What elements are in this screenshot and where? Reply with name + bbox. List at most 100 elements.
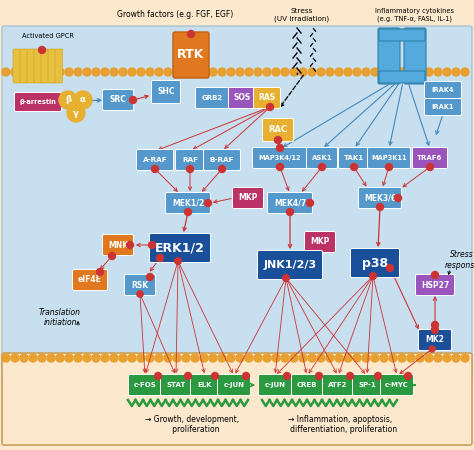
Circle shape [173,354,181,362]
FancyBboxPatch shape [125,274,155,296]
Circle shape [425,68,433,76]
Text: TAK1: TAK1 [344,155,364,161]
Circle shape [204,199,211,207]
Circle shape [370,273,376,279]
FancyBboxPatch shape [307,148,337,168]
Circle shape [371,68,379,76]
Circle shape [137,291,143,297]
Circle shape [254,68,262,76]
Text: Inflammatory cytokines
(e.g. TNF-α, FASL, IL-1): Inflammatory cytokines (e.g. TNF-α, FASL… [375,8,455,22]
Circle shape [335,68,343,76]
Circle shape [152,166,158,172]
Circle shape [290,354,298,362]
Circle shape [243,373,249,379]
Text: c-MYC: c-MYC [385,382,409,388]
Text: c-JUN: c-JUN [224,382,245,388]
Circle shape [434,68,442,76]
Circle shape [200,354,208,362]
Circle shape [92,68,100,76]
Circle shape [127,242,134,248]
Circle shape [353,68,361,76]
Circle shape [276,144,283,152]
Circle shape [227,68,235,76]
Text: → Inflammation, apoptosis,
   differentiation, proliferation: → Inflammation, apoptosis, differentiati… [283,415,397,434]
Circle shape [155,68,163,76]
Circle shape [431,271,438,279]
FancyBboxPatch shape [2,353,472,445]
Circle shape [362,68,370,76]
FancyBboxPatch shape [218,374,250,396]
Circle shape [326,354,334,362]
FancyBboxPatch shape [175,149,204,171]
FancyBboxPatch shape [254,87,281,108]
Circle shape [286,208,293,216]
Circle shape [404,373,411,379]
Circle shape [164,68,172,76]
Circle shape [191,354,199,362]
Circle shape [389,68,397,76]
FancyBboxPatch shape [48,49,55,83]
FancyBboxPatch shape [173,32,209,78]
Text: SOS: SOS [233,94,251,103]
Text: CREB: CREB [297,382,317,388]
Circle shape [245,68,253,76]
Circle shape [184,208,191,216]
Circle shape [407,68,415,76]
FancyBboxPatch shape [15,93,62,112]
Text: STAT: STAT [166,382,186,388]
FancyBboxPatch shape [353,374,382,396]
Text: → Growth, development,
   proliferation: → Growth, development, proliferation [145,415,239,434]
Circle shape [266,104,273,111]
Text: Growth factors (e.g. FGF, EGF): Growth factors (e.g. FGF, EGF) [117,10,233,19]
Circle shape [308,68,316,76]
Text: A-RAF: A-RAF [143,157,167,163]
FancyBboxPatch shape [350,248,400,278]
Circle shape [38,354,46,362]
FancyBboxPatch shape [203,149,240,171]
Text: RAC: RAC [268,126,288,135]
Text: MEK3/6: MEK3/6 [364,194,396,202]
Circle shape [276,163,283,171]
Text: eIF4E: eIF4E [78,275,102,284]
Text: JNK1/2/3: JNK1/2/3 [264,260,317,270]
Circle shape [376,203,383,211]
Circle shape [370,273,376,279]
Text: GRB2: GRB2 [201,95,223,101]
Circle shape [38,68,46,76]
FancyBboxPatch shape [379,71,425,83]
Text: B-RAF: B-RAF [210,157,234,163]
FancyBboxPatch shape [2,26,472,380]
FancyBboxPatch shape [257,251,322,279]
Circle shape [429,346,435,352]
Circle shape [344,68,352,76]
Circle shape [110,354,118,362]
Circle shape [236,354,244,362]
FancyBboxPatch shape [13,49,20,83]
FancyBboxPatch shape [34,49,42,83]
Text: IRAK4: IRAK4 [432,87,454,93]
Text: MNK: MNK [108,240,128,249]
Circle shape [434,354,442,362]
Circle shape [254,354,262,362]
Circle shape [137,68,145,76]
Circle shape [389,354,397,362]
Circle shape [283,275,289,281]
Circle shape [156,255,164,261]
Circle shape [74,68,82,76]
Text: SRC: SRC [109,95,127,104]
Circle shape [218,68,226,76]
Circle shape [317,354,325,362]
Text: TRAF6: TRAF6 [418,155,443,161]
FancyBboxPatch shape [137,149,173,171]
Text: MEK1/2: MEK1/2 [172,198,204,207]
Circle shape [307,199,313,207]
FancyBboxPatch shape [378,28,400,84]
Circle shape [119,354,127,362]
Text: MEK4/7: MEK4/7 [274,198,306,207]
Circle shape [119,68,127,76]
Circle shape [209,68,217,76]
Circle shape [47,68,55,76]
Circle shape [290,68,298,76]
FancyBboxPatch shape [416,274,455,296]
Circle shape [316,373,322,379]
